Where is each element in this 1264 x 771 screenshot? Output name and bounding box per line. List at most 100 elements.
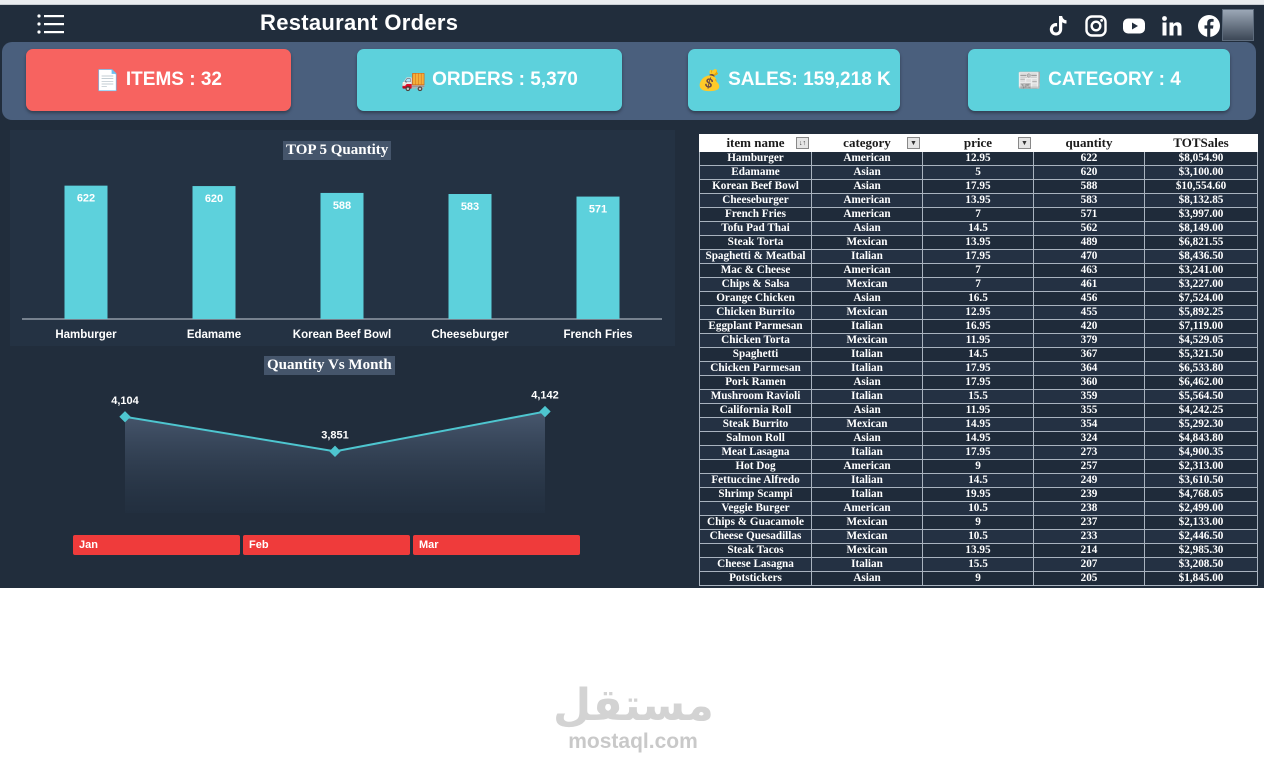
table-cell-price: 13.95 (922, 193, 1034, 208)
spreadsheet-gridlines (0, 0, 1264, 5)
column-header-price[interactable]: price ▼ (922, 134, 1034, 152)
table-cell-price: 14.95 (922, 431, 1034, 446)
table-row[interactable]: Cheese Quesadillas Mexican 10.5 233 $2,446.5… (699, 529, 1258, 544)
table-cell-price: 17.95 (922, 445, 1034, 460)
table-row[interactable]: Fettuccine Alfredo Italian 14.5 249 $3,610.5… (699, 473, 1258, 488)
table-row[interactable]: Chicken Torta Mexican 11.95 379 $4,529.05 (699, 333, 1258, 348)
table-cell-item-name: Eggplant Parmesan (699, 319, 812, 334)
column-header-totsales[interactable]: TOTSales (1144, 134, 1258, 152)
table-row[interactable]: Pork Ramen Asian 17.95 360 $6,462.00 (699, 375, 1258, 390)
column-header-quantity[interactable]: quantity (1033, 134, 1145, 152)
filter-dropdown-icon[interactable]: ▼ (907, 137, 920, 149)
table-cell-totsales: $8,436.50 (1144, 249, 1258, 264)
table-cell-totsales: $2,499.00 (1144, 501, 1258, 516)
table-row[interactable]: Steak Torta Mexican 13.95 489 $6,821.55 (699, 235, 1258, 250)
table-cell-item-name: Mushroom Ravioli (699, 389, 812, 404)
table-cell-category: Italian (811, 347, 923, 362)
table-row[interactable]: Chicken Burrito Mexican 12.95 455 $5,892.25 (699, 305, 1258, 320)
table-cell-price: 9 (922, 459, 1034, 474)
youtube-icon[interactable] (1122, 14, 1146, 38)
table-row[interactable]: Hot Dog American 9 257 $2,313.00 (699, 459, 1258, 474)
table-cell-totsales: $4,529.05 (1144, 333, 1258, 348)
table-row[interactable]: French Fries American 7 571 $3,997.00 (699, 207, 1258, 222)
table-row[interactable]: Orange Chicken Asian 16.5 456 $7,524.00 (699, 291, 1258, 306)
table-cell-category: American (811, 263, 923, 278)
filter-dropdown-icon[interactable]: ▼ (1018, 137, 1031, 149)
point-data-label: 4,142 (531, 390, 559, 402)
page-title: Restaurant Orders (260, 10, 459, 35)
column-header-item-name[interactable]: item name ↓↑ (699, 134, 812, 152)
table-row[interactable]: Shrimp Scampi Italian 19.95 239 $4,768.05 (699, 487, 1258, 502)
menu-icon[interactable] (36, 13, 66, 35)
table-row[interactable]: Cheese Lasagna Italian 15.5 207 $3,208.50 (699, 557, 1258, 572)
table-cell-quantity: 470 (1033, 249, 1145, 264)
table-cell-price: 14.5 (922, 473, 1034, 488)
table-row[interactable]: California Roll Asian 11.95 355 $4,242.25 (699, 403, 1258, 418)
table-cell-category: Mexican (811, 333, 923, 348)
table-cell-price: 15.5 (922, 389, 1034, 404)
truck-icon: 🚚 (401, 69, 427, 92)
table-row[interactable]: Chips & Salsa Mexican 7 461 $3,227.00 (699, 277, 1258, 292)
table-cell-quantity: 239 (1033, 487, 1145, 502)
table-cell-quantity: 455 (1033, 305, 1145, 320)
linkedin-icon[interactable] (1160, 14, 1184, 38)
tiktok-icon[interactable] (1046, 14, 1070, 38)
table-row[interactable]: Spaghetti Italian 14.5 367 $5,321.50 (699, 347, 1258, 362)
table-row[interactable]: Eggplant Parmesan Italian 16.95 420 $7,119.0… (699, 319, 1258, 334)
table-cell-quantity: 367 (1033, 347, 1145, 362)
table-row[interactable]: Mushroom Ravioli Italian 15.5 359 $5,564.50 (699, 389, 1258, 404)
table-cell-item-name: Steak Burrito (699, 417, 812, 432)
table-cell-quantity: 420 (1033, 319, 1145, 334)
table-cell-item-name: Pork Ramen (699, 375, 812, 390)
table-cell-quantity: 622 (1033, 151, 1145, 166)
table-row[interactable]: Edamame Asian 5 620 $3,100.00 (699, 165, 1258, 180)
table-cell-item-name: Edamame (699, 165, 812, 180)
kpi-items-text: ITEMS : 32 (125, 69, 222, 90)
table-row[interactable]: Steak Burrito Mexican 14.95 354 $5,292.30 (699, 417, 1258, 432)
money-bag-icon: 💰 (697, 69, 723, 92)
table-cell-totsales: $2,313.00 (1144, 459, 1258, 474)
sort-filter-icon[interactable]: ↓↑ (796, 137, 809, 149)
table-row[interactable]: Mac & Cheese American 7 463 $3,241.00 (699, 263, 1258, 278)
table-cell-item-name: Fettuccine Alfredo (699, 473, 812, 488)
table-row[interactable]: Korean Beef Bowl Asian 17.95 588 $10,554.60 (699, 179, 1258, 194)
table-cell-item-name: Hamburger (699, 151, 812, 166)
table-cell-totsales: $2,133.00 (1144, 515, 1258, 530)
table-row[interactable]: Tofu Pad Thai Asian 14.5 562 $8,149.00 (699, 221, 1258, 236)
kpi-orders-card: 🚚 ORDERS : 5,370 (357, 49, 622, 111)
table-cell-price: 7 (922, 207, 1034, 222)
table-row[interactable]: Chicken Parmesan Italian 17.95 364 $6,533.80 (699, 361, 1258, 376)
table-row[interactable]: Hamburger American 12.95 622 $8,054.90 (699, 151, 1258, 166)
table-row[interactable]: Steak Tacos Mexican 13.95 214 $2,985.30 (699, 543, 1258, 558)
table-cell-price: 5 (922, 165, 1034, 180)
facebook-icon[interactable] (1197, 14, 1221, 38)
kpi-category-card: 📰 CATEGORY : 4 (968, 49, 1230, 111)
table-row[interactable]: Potstickers Asian 9 205 $1,845.00 (699, 571, 1258, 586)
table-cell-item-name: California Roll (699, 403, 812, 418)
table-row[interactable]: Cheeseburger American 13.95 583 $8,132.85 (699, 193, 1258, 208)
kpi-band: 📄 ITEMS : 32 🚚 ORDERS : 5,370 💰 SALES: 1… (2, 42, 1256, 120)
table-cell-price: 16.95 (922, 319, 1034, 334)
table-cell-item-name: Steak Torta (699, 235, 812, 250)
table-cell-quantity: 379 (1033, 333, 1145, 348)
table-row[interactable]: Meat Lasagna Italian 17.95 273 $4,900.35 (699, 445, 1258, 460)
table-cell-category: Italian (811, 389, 923, 404)
table-row[interactable]: Chips & Guacamole Mexican 9 237 $2,133.00 (699, 515, 1258, 530)
column-header-category[interactable]: category ▼ (811, 134, 923, 152)
table-row[interactable]: Spaghetti & Meatbal Italian 17.95 470 $8,436… (699, 249, 1258, 264)
table-row[interactable]: Salmon Roll Asian 14.95 324 $4,843.80 (699, 431, 1258, 446)
watermark-logo: مستقل (553, 681, 714, 730)
x-tick-label: Hamburger (55, 329, 117, 341)
table-cell-item-name: Chicken Torta (699, 333, 812, 348)
slicer-feb-button[interactable]: Feb (243, 535, 410, 555)
instagram-icon[interactable] (1084, 14, 1108, 38)
slicer-mar-button[interactable]: Mar (413, 535, 580, 555)
table-cell-totsales: $5,564.50 (1144, 389, 1258, 404)
table-cell-item-name: French Fries (699, 207, 812, 222)
orders-table: item name ↓↑ category ▼ price ▼ quantity TO… (699, 134, 1258, 586)
table-cell-category: Asian (811, 291, 923, 306)
slicer-jan-button[interactable]: Jan (73, 535, 240, 555)
table-row[interactable]: Veggie Burger American 10.5 238 $2,499.00 (699, 501, 1258, 516)
area-fill (125, 411, 545, 513)
table-cell-category: Mexican (811, 417, 923, 432)
